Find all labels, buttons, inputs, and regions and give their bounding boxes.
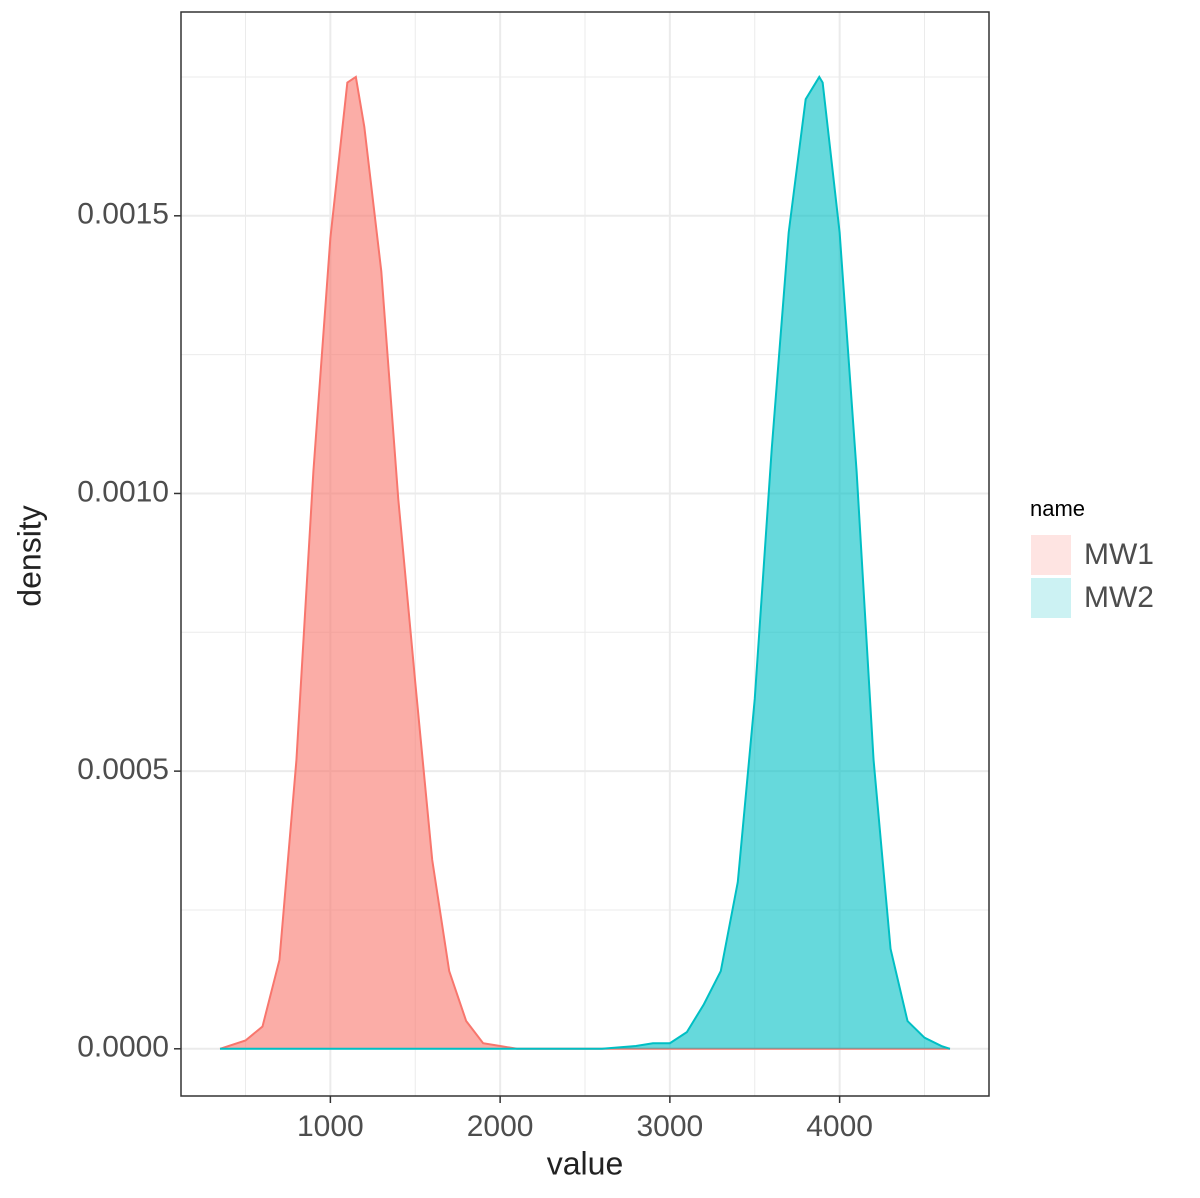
y-tick-label: 0.0000 — [77, 1031, 169, 1064]
density-area — [220, 76, 950, 1049]
y-tick-label: 0.0005 — [77, 753, 169, 786]
legend-key — [1031, 535, 1071, 575]
x-axis-title: value — [547, 1145, 624, 1181]
density-area — [220, 76, 950, 1049]
panel-border — [180, 11, 990, 1097]
x-tick-label: 2000 — [467, 1110, 534, 1143]
legend-title: name — [1030, 496, 1085, 521]
y-tick-label: 0.0015 — [77, 198, 169, 231]
y-axis-title: density — [11, 505, 47, 606]
plot-panel — [181, 12, 989, 1096]
x-tick-label: 1000 — [297, 1110, 364, 1143]
x-tick-label: 4000 — [806, 1110, 873, 1143]
density-line — [219, 75, 950, 1050]
density-line — [220, 75, 951, 1050]
legend-label: MW2 — [1084, 581, 1154, 614]
legend-key — [1031, 578, 1071, 618]
x-tick-label: 3000 — [636, 1110, 703, 1143]
y-tick-label: 0.0010 — [77, 475, 169, 508]
legend-label: MW1 — [1084, 538, 1154, 571]
